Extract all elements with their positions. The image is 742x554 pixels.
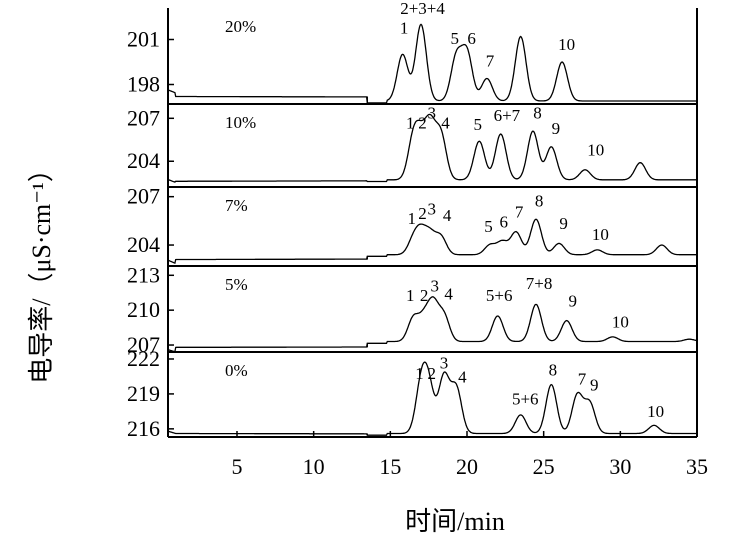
series-line [167, 361, 697, 436]
y-tick-label: 207 [127, 105, 160, 130]
peak-label: 4 [458, 367, 467, 386]
peak-label: 10 [558, 35, 575, 54]
peak-label: 5+6 [512, 389, 539, 408]
peak-label: 5 [484, 217, 493, 236]
peak-label: 1 [406, 113, 415, 132]
peak-label: 1 [415, 364, 424, 383]
series-line [167, 23, 697, 104]
peak-label: 5 [473, 115, 482, 134]
x-axis-label: 时间/min [405, 507, 505, 536]
peak-label: 9 [569, 292, 578, 311]
x-tick-label: 15 [379, 454, 401, 479]
peak-label: 6+7 [494, 106, 521, 125]
peak-label: 9 [552, 119, 561, 138]
y-tick-label: 204 [127, 148, 160, 173]
x-tick-label: 10 [303, 454, 325, 479]
peak-label: 1 [408, 209, 417, 228]
peak-label: 10 [592, 225, 609, 244]
series-line [167, 296, 698, 353]
panel-5: 222 219 216 0% 1 234 5+6 8 7 9 10 [127, 346, 697, 441]
peak-label: 2 [420, 286, 429, 305]
y-tick-label: 213 [127, 262, 160, 287]
peak-label: 8 [535, 191, 544, 210]
panel-label: 0% [225, 361, 248, 380]
peak-label: 2 [418, 113, 427, 132]
peak-label: 1 [406, 286, 415, 305]
peak-label: 9 [559, 214, 568, 233]
peak-label: 5+6 [486, 286, 513, 305]
peak-label: 2 [418, 204, 427, 223]
series-line [167, 113, 697, 183]
panel-label: 10% [225, 113, 256, 132]
peak-label: 1 [400, 19, 409, 38]
y-axis-label: 电导率/（μS·cm⁻¹） [27, 156, 56, 384]
y-tick-label: 216 [127, 416, 160, 441]
y-tick-label: 198 [127, 72, 160, 97]
panel-4: 213 210 207 5% 1 2 3 4 5+6 7+8 9 10 [127, 262, 698, 357]
peak-label: 4 [443, 206, 452, 225]
panel-label: 5% [225, 275, 248, 294]
peak-label: 4 [441, 113, 450, 132]
peak-label: 10 [647, 402, 664, 421]
peak-label: 3 [427, 199, 436, 218]
y-tick-label: 207 [127, 184, 160, 209]
peak-label: 10 [587, 141, 604, 160]
x-tick-label: 35 [686, 454, 708, 479]
peak-label: 7 [486, 52, 495, 71]
peak-label: 8 [549, 360, 558, 379]
y-tick-label: 219 [127, 381, 160, 406]
x-tick-label: 5 [232, 454, 243, 479]
y-tick-label: 201 [127, 27, 160, 52]
y-tick-label: 207 [127, 332, 160, 357]
x-tick-label: 30 [609, 454, 631, 479]
y-tick-label: 222 [127, 346, 160, 371]
peak-label: 3 [431, 277, 440, 296]
y-tick-label: 210 [127, 297, 160, 322]
peak-label: 10 [612, 313, 629, 332]
panel-2: 207 204 10% 1 234 5 6+7 89 10 [127, 103, 697, 188]
peak-label: 6 [500, 212, 509, 231]
peak-label: 4 [444, 285, 453, 304]
peak-label: 6 [467, 29, 476, 48]
peak-label: 3 [427, 103, 436, 122]
peak-label: 2 [427, 364, 436, 383]
panel-1: 201 198 20% 12+3+4 5 67 10 [127, 0, 697, 105]
peak-label: 7+8 [526, 274, 553, 293]
series-line [167, 218, 697, 264]
x-tick-label: 25 [533, 454, 555, 479]
peak-label: 8 [533, 103, 542, 122]
peak-label: 5 [450, 29, 459, 48]
peak-label: 7 [578, 370, 587, 389]
x-axis: 5 10 15 20 25 30 35 [232, 431, 708, 479]
peak-label: 7 [515, 203, 524, 222]
peak-label: 9 [590, 375, 599, 394]
y-tick-label: 204 [127, 232, 160, 257]
peak-label: 2+3+4 [400, 0, 445, 18]
panel-label: 20% [225, 17, 256, 36]
panel-label: 7% [225, 196, 248, 215]
peak-label: 3 [440, 353, 449, 372]
x-tick-label: 20 [456, 454, 478, 479]
